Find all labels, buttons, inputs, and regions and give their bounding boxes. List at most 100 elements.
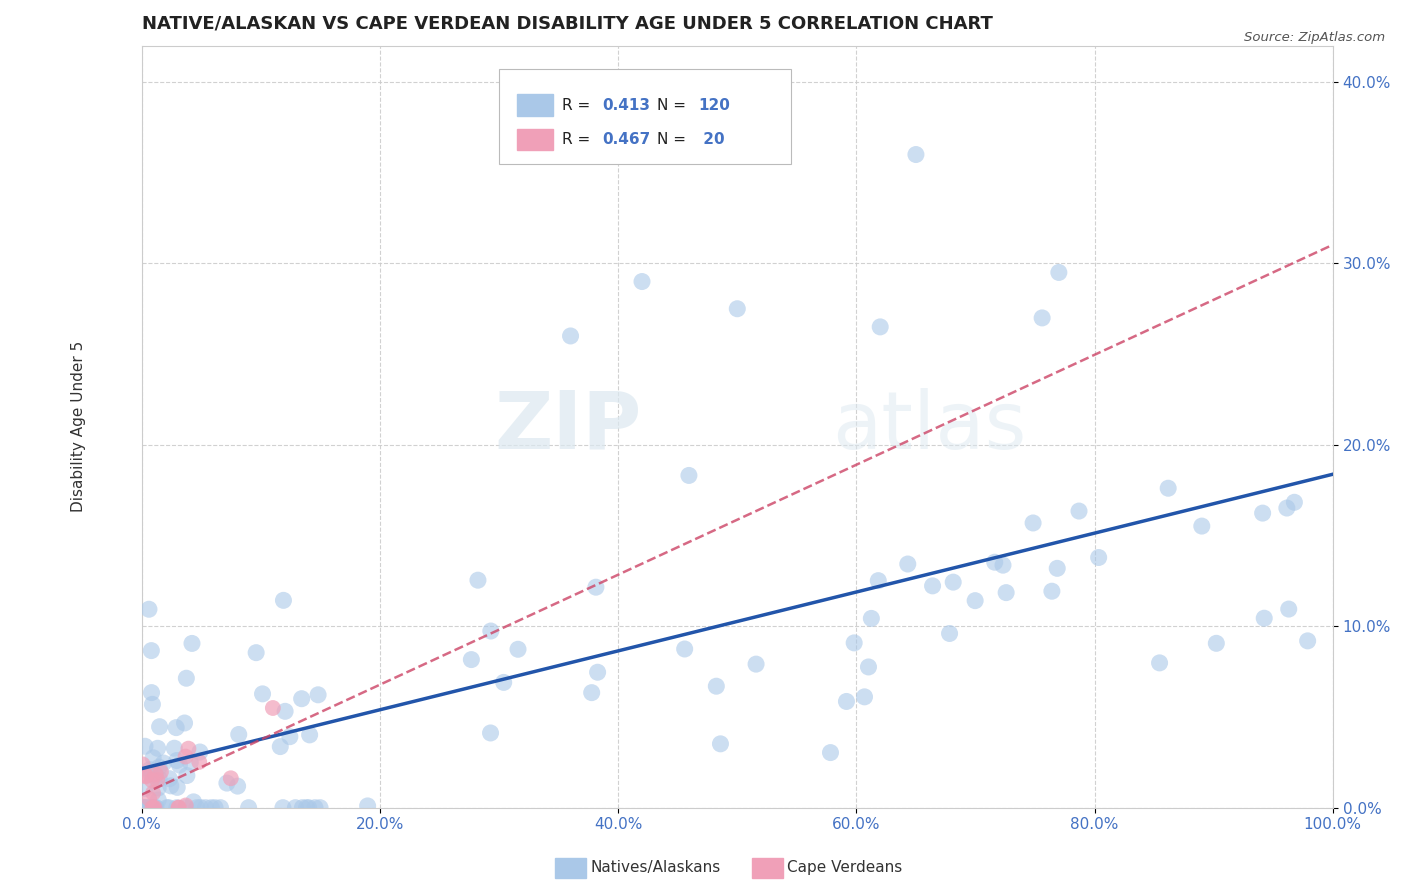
Point — [146, 741, 169, 756]
Point — [309, 800, 332, 814]
Text: N =: N = — [658, 97, 692, 112]
Point — [139, 763, 162, 777]
Point — [298, 800, 321, 814]
Text: atlas: atlas — [832, 388, 1026, 466]
Point — [141, 643, 163, 657]
Point — [226, 779, 249, 793]
Point — [291, 691, 314, 706]
Point — [204, 800, 226, 814]
Point — [228, 727, 250, 741]
Point — [138, 791, 160, 805]
Point — [479, 624, 502, 638]
Point — [165, 721, 187, 735]
Text: N =: N = — [658, 132, 692, 147]
Point — [307, 688, 329, 702]
Point — [238, 800, 260, 814]
Point — [965, 593, 987, 607]
Point — [145, 767, 167, 781]
Point — [291, 800, 314, 814]
Point — [479, 726, 502, 740]
Text: Cape Verdeans: Cape Verdeans — [787, 860, 903, 874]
Point — [132, 800, 155, 814]
Text: Natives/Alaskans: Natives/Alaskans — [591, 860, 721, 874]
Point — [245, 646, 267, 660]
Point — [134, 739, 156, 754]
Point — [897, 557, 920, 571]
Point — [269, 739, 291, 754]
Text: NATIVE/ALASKAN VS CAPE VERDEAN DISABILITY AGE UNDER 5 CORRELATION CHART: NATIVE/ALASKAN VS CAPE VERDEAN DISABILIT… — [142, 15, 993, 33]
Point — [869, 319, 891, 334]
Point — [141, 698, 163, 712]
Point — [142, 800, 165, 814]
Point — [844, 636, 866, 650]
Point — [938, 626, 960, 640]
Point — [1191, 519, 1213, 533]
Point — [179, 756, 201, 770]
Point — [273, 593, 295, 607]
Point — [1067, 504, 1090, 518]
Point — [942, 575, 965, 590]
Point — [131, 757, 153, 772]
Point — [921, 579, 943, 593]
Point — [143, 800, 166, 814]
Point — [142, 786, 165, 800]
Point — [152, 756, 174, 770]
Text: 20: 20 — [697, 132, 724, 147]
Point — [166, 800, 188, 814]
Point — [156, 800, 179, 814]
Point — [134, 769, 156, 783]
Text: Source: ZipAtlas.com: Source: ZipAtlas.com — [1244, 31, 1385, 45]
Point — [148, 780, 170, 795]
Point — [186, 800, 208, 814]
Point — [581, 686, 603, 700]
Point — [1087, 550, 1109, 565]
Point — [142, 751, 165, 765]
Point — [467, 573, 489, 587]
Point — [278, 730, 301, 744]
Point — [167, 800, 190, 814]
Point — [1275, 501, 1298, 516]
Point — [673, 642, 696, 657]
Point — [274, 704, 297, 718]
Point — [134, 781, 156, 796]
FancyBboxPatch shape — [499, 69, 792, 164]
Text: R =: R = — [562, 97, 595, 112]
Point — [284, 800, 307, 814]
Point — [169, 758, 191, 772]
Point — [1149, 656, 1171, 670]
Point — [135, 769, 157, 783]
Point — [135, 800, 157, 814]
Point — [560, 329, 582, 343]
Point — [853, 690, 876, 704]
Point — [138, 602, 160, 616]
Point — [983, 555, 1005, 569]
Point — [174, 800, 197, 814]
Point — [146, 773, 169, 788]
Point — [295, 800, 318, 814]
Point — [492, 675, 515, 690]
Point — [190, 800, 212, 814]
Point — [148, 772, 170, 786]
Point — [166, 780, 188, 795]
Point — [252, 687, 274, 701]
Point — [1040, 584, 1063, 599]
Text: 120: 120 — [697, 97, 730, 112]
Point — [1296, 633, 1319, 648]
Point — [177, 741, 200, 756]
Point — [176, 671, 198, 685]
Point — [991, 558, 1014, 573]
Point — [200, 800, 222, 814]
Point — [995, 585, 1018, 599]
Point — [1157, 481, 1180, 495]
Point — [460, 652, 482, 666]
Point — [745, 657, 768, 672]
Point — [149, 720, 172, 734]
Point — [860, 611, 883, 625]
Point — [181, 636, 204, 650]
Text: 0.413: 0.413 — [603, 97, 651, 112]
Point — [271, 800, 294, 814]
Point — [1284, 495, 1306, 509]
Point — [141, 768, 163, 782]
Point — [145, 800, 167, 814]
Point — [215, 776, 238, 790]
